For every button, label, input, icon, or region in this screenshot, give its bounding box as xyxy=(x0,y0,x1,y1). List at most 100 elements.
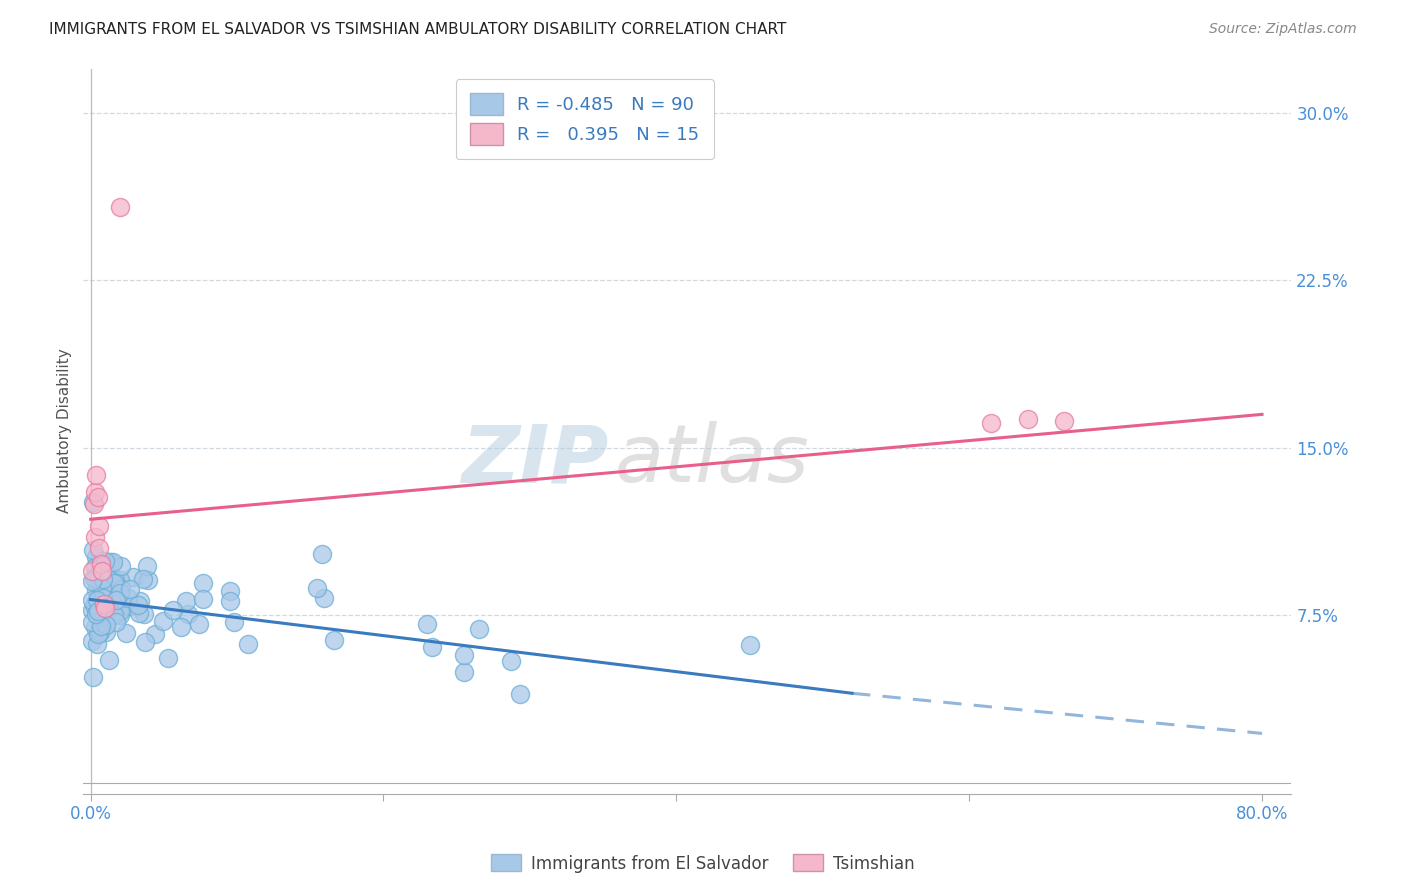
Text: IMMIGRANTS FROM EL SALVADOR VS TSIMSHIAN AMBULATORY DISABILITY CORRELATION CHART: IMMIGRANTS FROM EL SALVADOR VS TSIMSHIAN… xyxy=(49,22,786,37)
Text: atlas: atlas xyxy=(614,421,810,500)
Point xyxy=(145,627,167,641)
Point xyxy=(110,607,132,622)
Point xyxy=(129,593,152,607)
Point xyxy=(83,598,105,612)
Point xyxy=(91,616,114,631)
Point xyxy=(91,564,114,578)
Point xyxy=(82,603,104,617)
Point xyxy=(90,586,112,600)
Point xyxy=(87,602,110,616)
Point xyxy=(176,607,198,621)
Point xyxy=(90,554,112,568)
Point xyxy=(90,619,112,633)
Point xyxy=(89,519,111,533)
Point xyxy=(83,497,105,511)
Point xyxy=(191,592,214,607)
Point xyxy=(108,200,131,214)
Y-axis label: Ambulatory Disability: Ambulatory Disability xyxy=(58,349,72,514)
Point xyxy=(312,591,335,605)
Point xyxy=(104,593,127,607)
Point xyxy=(84,559,107,574)
Point xyxy=(86,601,108,615)
Point xyxy=(219,594,242,608)
Point xyxy=(188,617,211,632)
Point xyxy=(120,582,142,596)
Point xyxy=(80,593,103,607)
Point xyxy=(96,617,118,632)
Legend: R = -0.485   N = 90, R =   0.395   N = 15: R = -0.485 N = 90, R = 0.395 N = 15 xyxy=(456,79,714,159)
Point xyxy=(127,598,149,612)
Point xyxy=(87,593,110,607)
Point xyxy=(980,417,1002,431)
Point xyxy=(105,615,128,629)
Point xyxy=(98,653,121,667)
Point xyxy=(1053,414,1076,428)
Point xyxy=(468,622,491,636)
Point xyxy=(80,574,103,588)
Point xyxy=(103,575,125,590)
Point xyxy=(110,559,132,574)
Point xyxy=(108,603,131,617)
Point xyxy=(128,606,150,620)
Point xyxy=(120,599,142,614)
Point xyxy=(94,624,117,639)
Point xyxy=(509,687,531,701)
Point xyxy=(193,576,215,591)
Point xyxy=(80,564,103,578)
Point xyxy=(738,638,761,652)
Point xyxy=(94,585,117,599)
Point xyxy=(82,495,104,509)
Point xyxy=(117,591,139,605)
Point xyxy=(84,607,107,622)
Point xyxy=(305,581,328,595)
Point xyxy=(97,601,120,615)
Point xyxy=(420,640,443,654)
Point xyxy=(86,637,108,651)
Point xyxy=(82,615,104,630)
Point xyxy=(93,597,115,611)
Point xyxy=(84,549,107,564)
Point xyxy=(84,530,107,544)
Point xyxy=(132,572,155,586)
Point xyxy=(90,607,112,621)
Point xyxy=(86,593,108,607)
Point xyxy=(1017,412,1039,426)
Point xyxy=(114,625,136,640)
Point xyxy=(176,594,198,608)
Point xyxy=(170,620,193,634)
Point xyxy=(86,626,108,640)
Legend: Immigrants from El Salvador, Tsimshian: Immigrants from El Salvador, Tsimshian xyxy=(484,847,922,880)
Point xyxy=(136,574,159,588)
Point xyxy=(453,648,475,662)
Point xyxy=(110,582,132,596)
Point xyxy=(86,467,108,482)
Point xyxy=(453,665,475,679)
Point xyxy=(101,555,124,569)
Point xyxy=(311,547,333,561)
Point xyxy=(90,557,112,571)
Point xyxy=(98,555,121,569)
Point xyxy=(219,584,242,599)
Point xyxy=(152,614,174,628)
Point xyxy=(91,581,114,595)
Point xyxy=(416,617,439,632)
Point xyxy=(122,569,145,583)
Point xyxy=(83,620,105,634)
Point xyxy=(82,670,104,684)
Point xyxy=(108,573,131,587)
Point xyxy=(89,624,111,639)
Point xyxy=(103,607,125,622)
Point xyxy=(94,601,117,615)
Point xyxy=(82,543,104,558)
Point xyxy=(80,633,103,648)
Point xyxy=(87,604,110,618)
Point xyxy=(89,541,111,556)
Text: Source: ZipAtlas.com: Source: ZipAtlas.com xyxy=(1209,22,1357,37)
Point xyxy=(108,586,131,600)
Point xyxy=(499,654,522,668)
Point xyxy=(83,571,105,585)
Point xyxy=(156,650,179,665)
Point xyxy=(136,558,159,573)
Point xyxy=(132,607,155,622)
Point xyxy=(84,583,107,598)
